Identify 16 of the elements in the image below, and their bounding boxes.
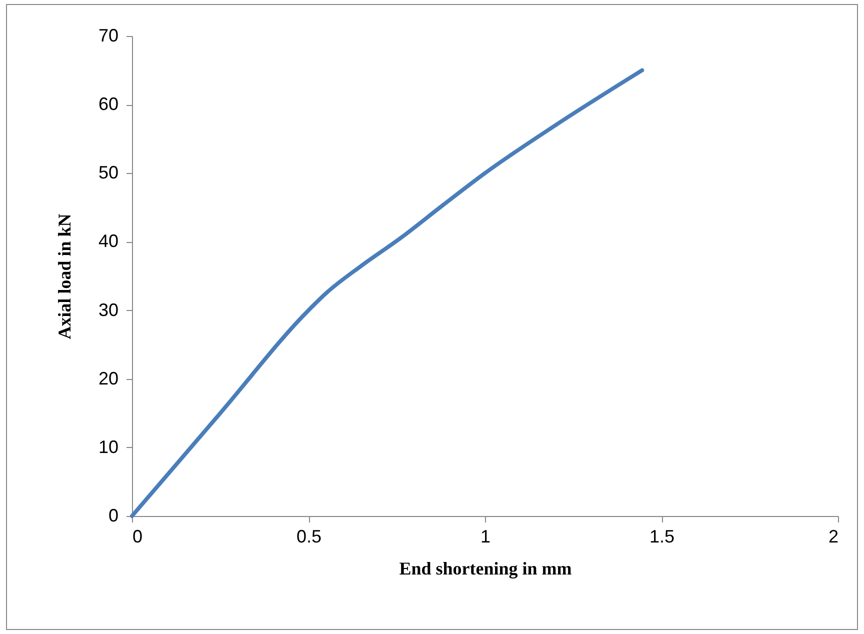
y-axis-title: Axial load in kN bbox=[54, 214, 74, 340]
x-axis-title: End shortening in mm bbox=[399, 558, 572, 578]
x-tick-label: 0 bbox=[132, 526, 143, 546]
y-tick-label: 20 bbox=[98, 368, 118, 388]
x-tick-label: 1.5 bbox=[649, 526, 675, 546]
x-tick-label: 0.5 bbox=[296, 526, 322, 546]
line-series bbox=[130, 68, 644, 518]
x-tick-label: 1 bbox=[480, 526, 491, 546]
y-tick-label: 70 bbox=[98, 26, 118, 46]
y-tick-label: 40 bbox=[98, 231, 118, 252]
y-tick-label: 60 bbox=[98, 94, 118, 114]
y-tick-label: 50 bbox=[98, 162, 118, 183]
y-tick-label: 10 bbox=[98, 436, 118, 457]
y-tick-label: 30 bbox=[98, 300, 118, 320]
x-tick-label: 2 bbox=[828, 526, 838, 546]
y-tick-label: 0 bbox=[108, 506, 118, 526]
